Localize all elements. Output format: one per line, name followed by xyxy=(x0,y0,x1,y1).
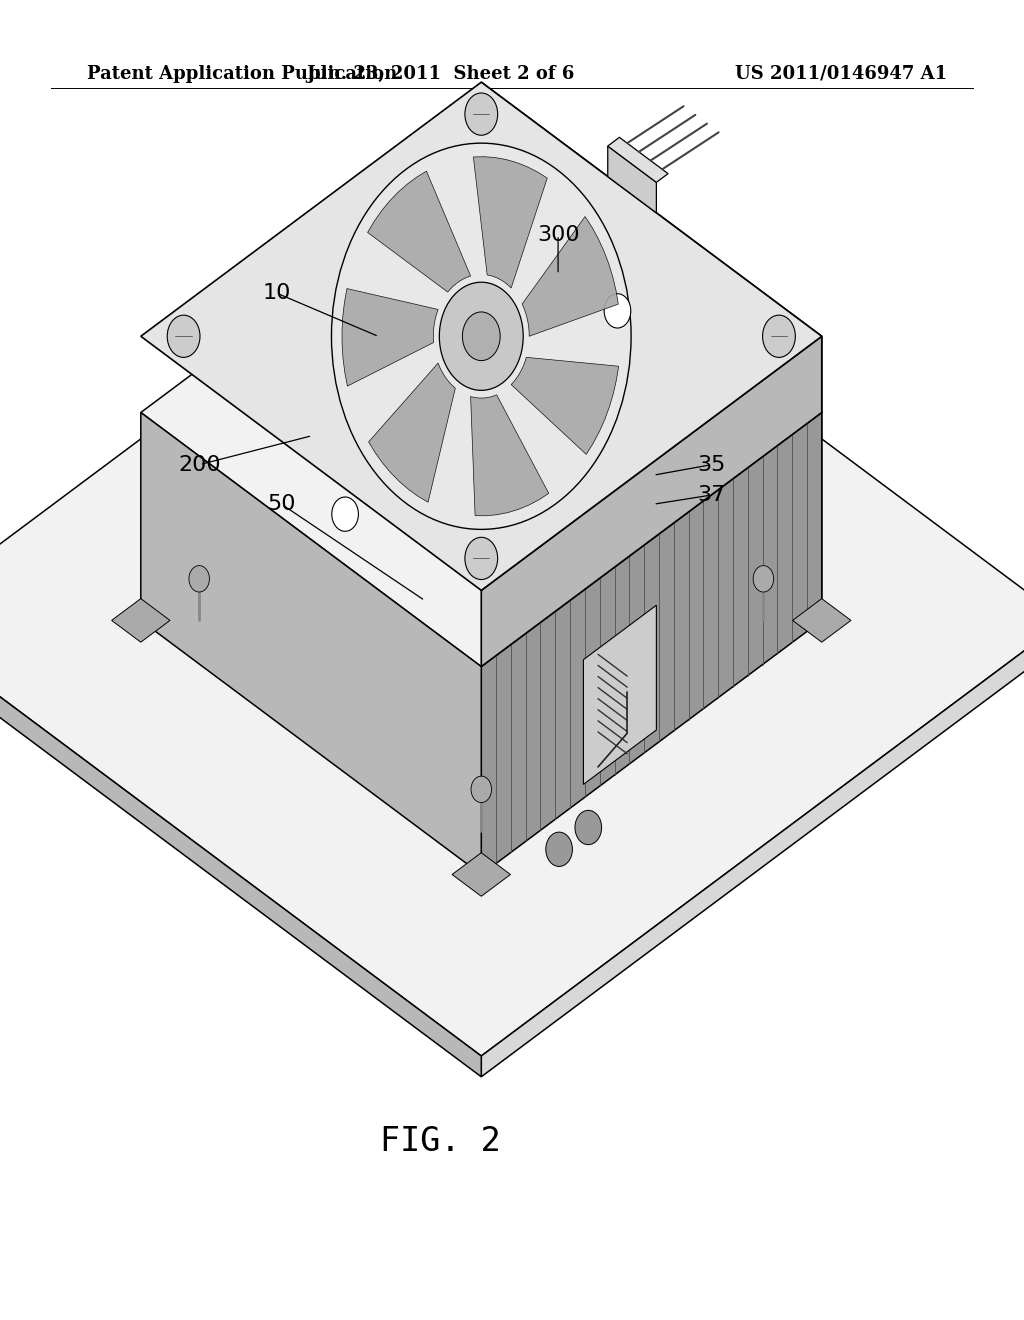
Polygon shape xyxy=(511,358,618,454)
Text: FIG. 2: FIG. 2 xyxy=(380,1125,501,1159)
Polygon shape xyxy=(466,462,517,488)
Polygon shape xyxy=(473,157,547,288)
Text: 200: 200 xyxy=(178,454,221,475)
Polygon shape xyxy=(0,620,481,1077)
Circle shape xyxy=(463,312,500,360)
Polygon shape xyxy=(368,172,471,292)
Text: 300: 300 xyxy=(537,224,580,246)
Polygon shape xyxy=(608,147,656,213)
Polygon shape xyxy=(481,412,821,874)
Text: Patent Application Publication: Patent Application Publication xyxy=(87,65,397,83)
Circle shape xyxy=(188,565,210,593)
Circle shape xyxy=(471,776,492,803)
Polygon shape xyxy=(481,337,821,667)
Polygon shape xyxy=(140,82,821,590)
Polygon shape xyxy=(608,137,668,182)
Polygon shape xyxy=(435,466,453,529)
Polygon shape xyxy=(112,599,170,642)
Circle shape xyxy=(753,565,774,593)
Polygon shape xyxy=(140,412,481,874)
Circle shape xyxy=(546,832,572,866)
Polygon shape xyxy=(384,432,430,469)
Circle shape xyxy=(439,282,523,391)
Polygon shape xyxy=(522,216,618,337)
Polygon shape xyxy=(481,158,821,620)
Circle shape xyxy=(167,315,200,358)
Circle shape xyxy=(763,315,796,358)
Circle shape xyxy=(465,537,498,579)
Polygon shape xyxy=(453,853,510,896)
Text: US 2011/0146947 A1: US 2011/0146947 A1 xyxy=(735,65,947,83)
Polygon shape xyxy=(140,158,821,667)
Polygon shape xyxy=(0,185,1024,1056)
Text: 35: 35 xyxy=(697,454,726,475)
Circle shape xyxy=(435,420,469,463)
Circle shape xyxy=(471,355,492,381)
Circle shape xyxy=(332,498,358,532)
Text: 10: 10 xyxy=(262,282,291,304)
Polygon shape xyxy=(471,395,549,516)
Polygon shape xyxy=(473,370,505,433)
Text: 50: 50 xyxy=(267,494,296,515)
Polygon shape xyxy=(481,82,821,412)
Polygon shape xyxy=(584,605,656,784)
Polygon shape xyxy=(481,620,1024,1077)
Circle shape xyxy=(374,341,530,541)
Circle shape xyxy=(332,143,631,529)
Circle shape xyxy=(604,294,631,327)
Circle shape xyxy=(465,92,498,135)
Circle shape xyxy=(575,810,602,845)
Text: 37: 37 xyxy=(697,484,726,506)
Polygon shape xyxy=(453,345,510,388)
Text: Jun. 23, 2011  Sheet 2 of 6: Jun. 23, 2011 Sheet 2 of 6 xyxy=(306,65,574,83)
Polygon shape xyxy=(369,363,456,502)
Polygon shape xyxy=(412,359,453,412)
Polygon shape xyxy=(342,289,438,387)
Polygon shape xyxy=(793,599,851,642)
